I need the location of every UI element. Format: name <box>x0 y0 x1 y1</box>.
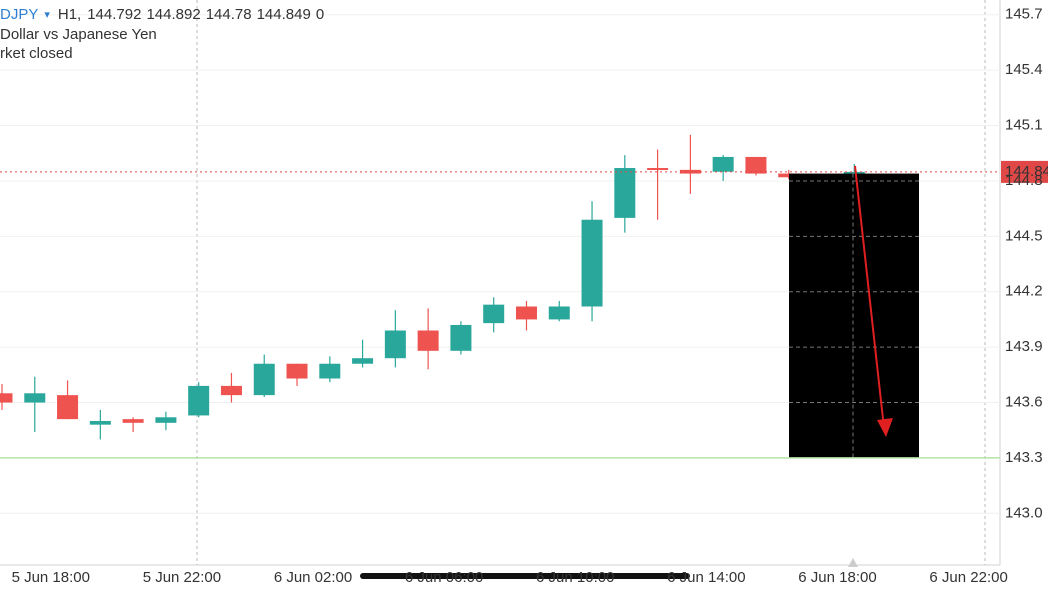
y-tick-label: 145.4 <box>1005 61 1043 78</box>
arrow-head <box>877 418 893 437</box>
candle-body <box>188 385 210 416</box>
x-tick-label: 6 Jun 06:00 <box>405 569 483 586</box>
x-tick-label: 6 Jun 18:00 <box>798 569 876 586</box>
dropdown-icon[interactable]: ▾ <box>44 9 50 21</box>
candle-body <box>515 306 537 320</box>
y-tick-label: 145.1 <box>1005 117 1043 134</box>
candle-body <box>220 385 242 396</box>
candle-body <box>581 219 603 307</box>
y-tick-label: 144.8 <box>1005 172 1043 189</box>
y-tick-label: 143.9 <box>1005 338 1043 355</box>
close-value: 144.849 <box>257 6 311 23</box>
candle-body <box>712 156 734 172</box>
candle-body <box>0 393 13 403</box>
candle-body <box>57 395 79 420</box>
y-tick-label: 145.7 <box>1005 6 1043 23</box>
price-label-box <box>1001 160 1048 183</box>
interval: H1, <box>58 6 81 23</box>
candle-body <box>483 304 505 324</box>
x-tick-label: 5 Jun 18:00 <box>12 569 90 586</box>
header: DJPY ▾ H1, 144.792 144.892 144.78 144.849 0 <box>0 6 324 23</box>
candle-body <box>89 420 111 425</box>
volume-value: 0 <box>316 6 324 23</box>
candle-body <box>24 393 46 403</box>
candle-body <box>286 363 308 379</box>
high-value: 144.892 <box>146 6 200 23</box>
symbol[interactable]: DJPY <box>0 6 38 23</box>
candle-body <box>417 330 439 351</box>
y-tick-label: 143.0 <box>1005 504 1043 521</box>
x-tick-label: 6 Jun 10:00 <box>536 569 614 586</box>
y-tick-label: 144.2 <box>1005 283 1043 300</box>
y-tick-label: 143.3 <box>1005 449 1043 466</box>
low-value: 144.78 <box>206 6 252 23</box>
subtitle: Dollar vs Japanese Yen <box>0 26 157 43</box>
candle-body <box>155 417 177 423</box>
candle-body <box>352 358 374 364</box>
x-tick-label: 6 Jun 14:00 <box>667 569 745 586</box>
arrow-shaft <box>854 165 885 429</box>
market-status: rket closed <box>0 45 73 62</box>
annotations: 144.849 <box>0 160 1048 459</box>
candle-body <box>614 168 636 218</box>
candle-body <box>253 363 275 396</box>
candle-body <box>122 419 144 423</box>
x-tick-label: 6 Jun 02:00 <box>274 569 352 586</box>
candle-body <box>647 168 669 171</box>
home-indicator <box>360 573 690 579</box>
x-tick-label: 6 Jun 22:00 <box>929 569 1007 586</box>
annotation-box <box>789 173 919 458</box>
y-tick-label: 143.6 <box>1005 393 1043 410</box>
candle-body <box>450 324 472 351</box>
candle-body <box>384 330 406 359</box>
marks <box>0 134 865 440</box>
candle-body <box>319 363 341 379</box>
candle-body <box>778 173 800 178</box>
scroll-marker <box>848 558 858 567</box>
y-tick-label: 144.5 <box>1005 227 1043 244</box>
x-tick-label: 5 Jun 22:00 <box>143 569 221 586</box>
candle-body <box>548 306 570 320</box>
price-label: 144.849 <box>1005 163 1048 180</box>
open-value: 144.792 <box>87 6 141 23</box>
candle-body <box>745 156 767 174</box>
